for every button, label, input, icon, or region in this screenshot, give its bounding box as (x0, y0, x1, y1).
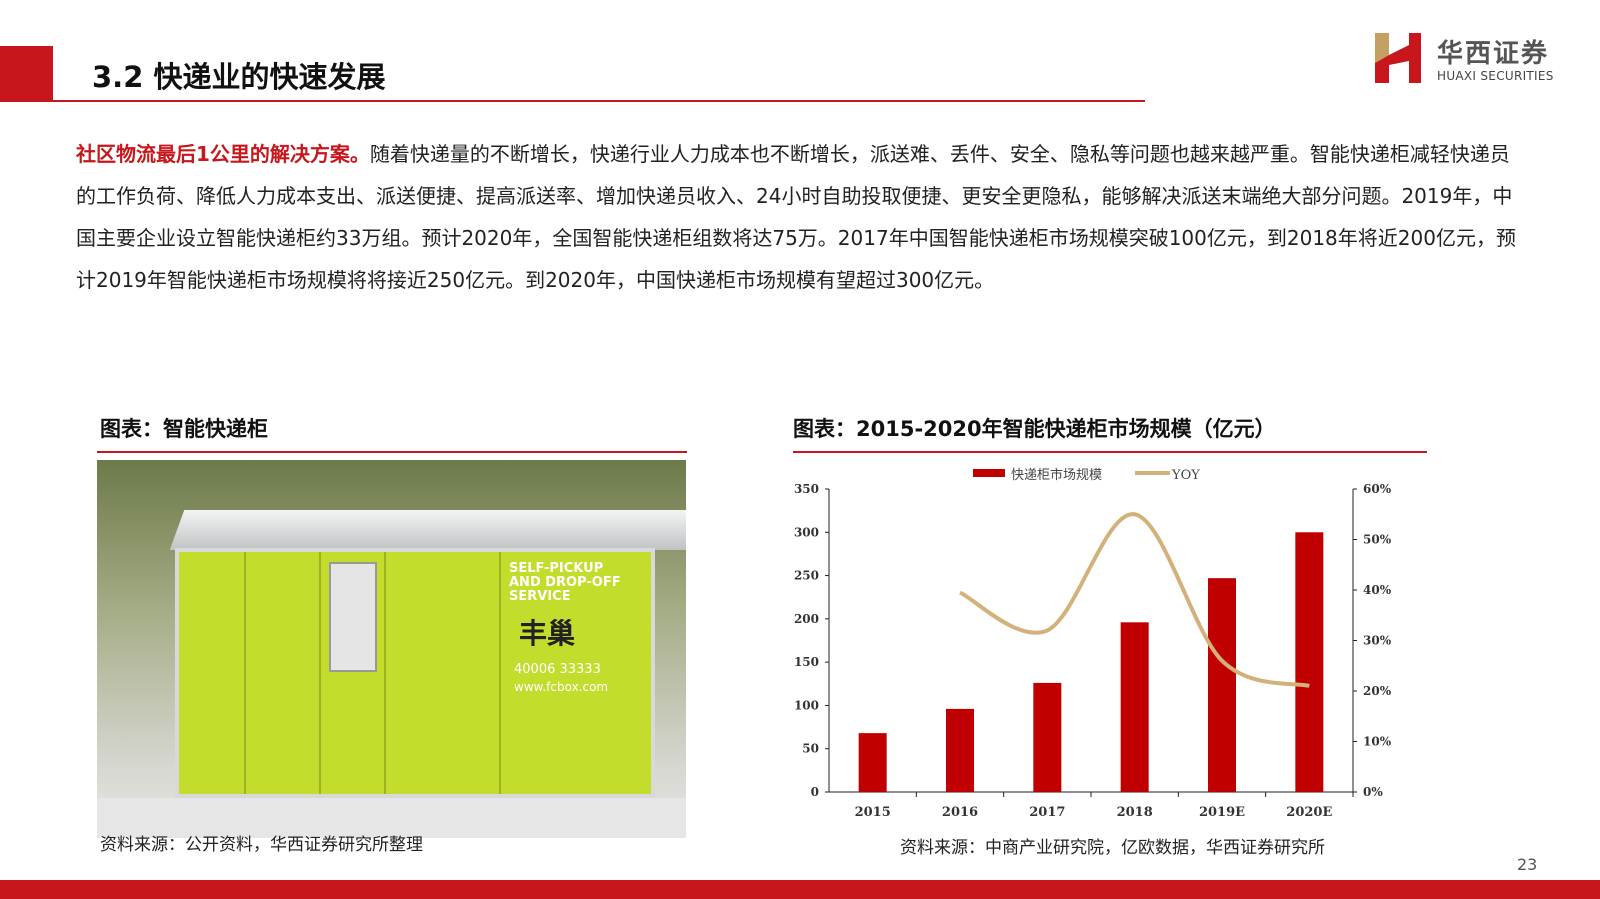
header-accent (0, 46, 53, 102)
x-tick-label: 2018 (1117, 805, 1153, 820)
right-caption: 图表：2015-2020年智能快递柜市场规模（亿元） (793, 417, 1276, 441)
body-text: 随着快递量的不断增长，快递行业人力成本也不断增长，派送难、丢件、安全、隐私等问题… (76, 142, 1516, 292)
page-number: 23 (1517, 855, 1538, 874)
x-tick-label: 2017 (1029, 805, 1065, 820)
bar-2016 (946, 708, 974, 792)
photo-phone: 40006 33333 (514, 662, 601, 677)
logo-cn: 华西证券 (1437, 39, 1550, 69)
right-source: 资料来源：中商产业研究院，亿欧数据，华西证券研究所 (900, 838, 1325, 858)
right-tick-label: 30% (1363, 634, 1392, 648)
logo-en: HUAXI SECURITIES (1437, 69, 1554, 83)
floor (97, 798, 686, 838)
left-tick-label: 150 (794, 655, 819, 669)
left-caption-line (97, 451, 687, 453)
bar-2019E (1208, 578, 1236, 792)
right-tick-label: 0% (1363, 785, 1383, 799)
legend-bar-label: 快递柜市场规模 (1011, 467, 1102, 483)
body-highlight: 社区物流最后1公里的解决方案。 (76, 142, 370, 166)
left-tick-label: 300 (794, 525, 819, 539)
left-tick-label: 0 (811, 785, 819, 799)
left-caption: 图表：智能快递柜 (100, 417, 268, 441)
title-divider (53, 100, 1145, 102)
locker-divider (319, 552, 321, 794)
canopy (169, 510, 686, 550)
left-tick-label: 50 (802, 742, 819, 756)
right-tick-label: 10% (1363, 735, 1392, 749)
market-size-chart: 0 50 100 150 200 250 300 350 0% 10% 20% 30% 40% 50% 60… (794, 467, 1392, 820)
right-tick-label: 50% (1363, 533, 1392, 547)
right-tick-label: 60% (1363, 482, 1392, 496)
locker-divider (244, 552, 246, 794)
bar-2020E (1295, 532, 1324, 792)
right-caption-line (793, 451, 1427, 453)
body-paragraph: 社区物流最后1公里的解决方案。随着快递量的不断增长，快递行业人力成本也不断增长，… (76, 133, 1526, 301)
footer-bar (0, 880, 1600, 899)
logo-mark-icon (1375, 33, 1421, 83)
right-tick-label: 20% (1363, 684, 1392, 698)
locker-photo: SELF-PICKUP AND DROP-OFF SERVICE 丰巢 4000… (97, 460, 686, 838)
bar-2018 (1120, 622, 1149, 792)
x-tick-label: 2019E (1199, 805, 1245, 820)
left-tick-label: 200 (794, 612, 819, 626)
x-tick-label: 2020E (1286, 805, 1332, 820)
x-tick-label: 2016 (942, 805, 978, 820)
locker-unit: SELF-PICKUP AND DROP-OFF SERVICE 丰巢 4000… (175, 548, 655, 798)
left-tick-label: 250 (794, 569, 819, 583)
yoy-line (959, 512, 1310, 688)
legend-bar-swatch (973, 469, 1005, 477)
page-title: 3.2 快递业的快速发展 (92, 60, 386, 94)
photo-url: www.fcbox.com (514, 680, 609, 694)
bar-2015 (858, 733, 887, 792)
locker-divider (499, 552, 501, 794)
left-tick-label: 350 (794, 482, 819, 496)
huaxi-logo: 华西证券 HUAXI SECURITIES (1375, 33, 1575, 87)
left-source: 资料来源：公开资料，华西证券研究所整理 (100, 835, 423, 855)
legend-line-swatch (1135, 471, 1170, 475)
locker-screen (329, 562, 377, 672)
x-tick-label: 2015 (855, 805, 891, 820)
locker-divider (384, 552, 386, 794)
left-tick-label: 100 (794, 698, 819, 712)
right-tick-label: 40% (1363, 583, 1392, 597)
photo-service-text: SELF-PICKUP AND DROP-OFF SERVICE (509, 561, 621, 604)
legend-line-label: YOY (1171, 468, 1200, 483)
bar-2017 (1033, 682, 1062, 792)
photo-brand: 丰巢 (519, 617, 576, 650)
